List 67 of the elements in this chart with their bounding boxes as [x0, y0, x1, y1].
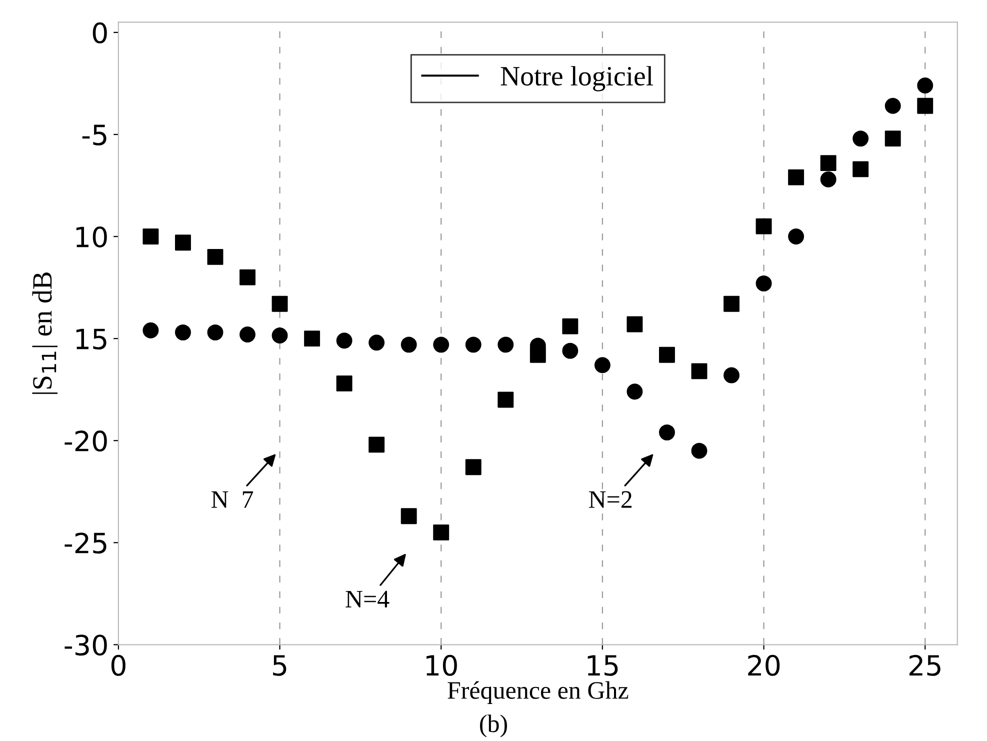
- point: [820, 171, 836, 188]
- x-tick-label: 0: [111, 654, 126, 676]
- point: [626, 316, 643, 332]
- point: [336, 375, 352, 392]
- point: [207, 324, 224, 340]
- point: [788, 169, 804, 186]
- point: [240, 269, 256, 286]
- point: [691, 363, 708, 380]
- y-tick-label: 10: [76, 226, 107, 248]
- point: [174, 324, 191, 340]
- point: [917, 78, 934, 94]
- point: [272, 328, 288, 344]
- point: [724, 296, 740, 312]
- point: [820, 155, 836, 172]
- x-axis-title: Fréquence en Ghz: [448, 681, 628, 704]
- x-tick-label: 15: [588, 655, 618, 676]
- point: [884, 130, 901, 147]
- x-tick-label: 20: [748, 654, 780, 676]
- point: [691, 442, 708, 459]
- point: [884, 98, 901, 114]
- point: [368, 436, 385, 453]
- y-tick-label: -20: [64, 430, 107, 452]
- y-tick-label: -25: [64, 532, 106, 554]
- point: [562, 318, 578, 334]
- point: [465, 336, 482, 353]
- point: [756, 218, 772, 234]
- point: [142, 322, 159, 338]
- x-tick-label: 10: [426, 654, 457, 676]
- point: [659, 424, 675, 440]
- x-tick-label: 25: [909, 654, 940, 676]
- point: [400, 508, 417, 524]
- point: [272, 296, 288, 312]
- point: [530, 346, 546, 363]
- point: [594, 357, 610, 374]
- point: [433, 336, 450, 353]
- point: [433, 524, 450, 540]
- point: [788, 228, 804, 244]
- point: [304, 330, 320, 347]
- point: [498, 392, 514, 408]
- point: [724, 367, 740, 384]
- point: [142, 228, 159, 244]
- point: [465, 459, 482, 476]
- point: [240, 326, 256, 342]
- point: [659, 346, 675, 363]
- point: [852, 161, 869, 178]
- point: [626, 384, 643, 400]
- text: (b): [480, 714, 507, 738]
- point: [562, 342, 578, 359]
- annotation: N=2: [588, 491, 632, 508]
- y-tick-label: -30: [64, 634, 107, 656]
- point: [400, 336, 417, 353]
- y-axis-title: |S$_{11}$| en dB: [32, 272, 58, 394]
- y-tick-label: -5: [82, 124, 106, 146]
- point: [498, 336, 514, 353]
- point: [852, 130, 869, 147]
- x-tick-label: 5: [273, 655, 286, 676]
- annotation: N=4: [346, 590, 390, 608]
- point: [756, 275, 772, 292]
- point: [207, 248, 224, 265]
- point: [368, 334, 385, 351]
- point: [174, 234, 191, 251]
- legend-label: Notre logiciel: [500, 66, 653, 92]
- y-tick-label: 15: [76, 328, 106, 350]
- point: [917, 98, 934, 114]
- y-tick-label: 0: [92, 22, 107, 44]
- point: [336, 332, 352, 349]
- annotation: N 7: [211, 491, 254, 508]
